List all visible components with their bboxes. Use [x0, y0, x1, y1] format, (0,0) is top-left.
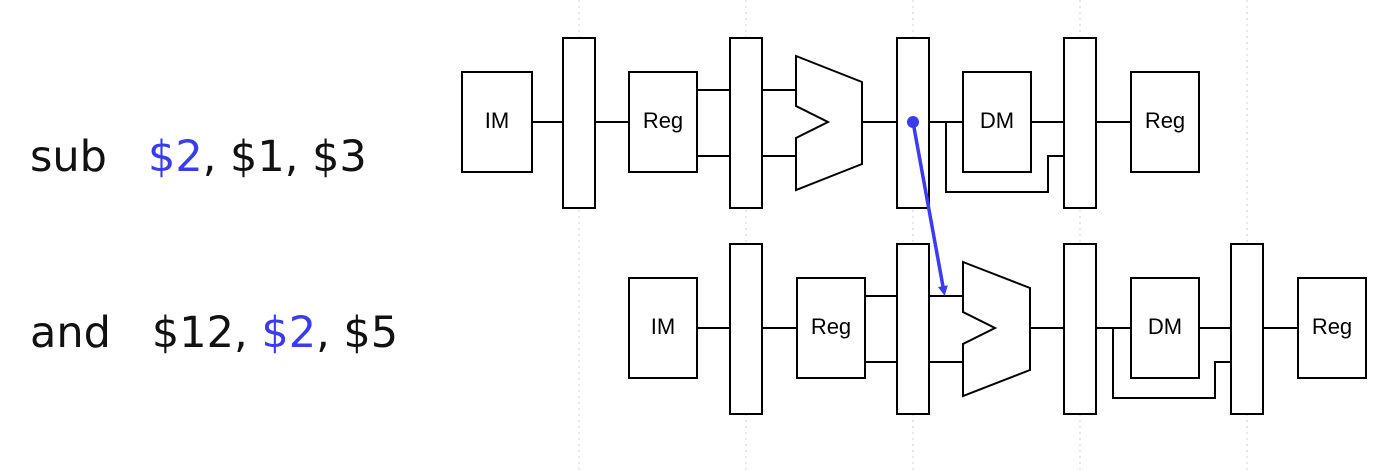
register-file-box [628, 71, 698, 173]
im-label: IM [485, 108, 509, 133]
pipeline-row-sub: IM Reg DM [461, 37, 1200, 209]
writeback-register-box [1130, 71, 1200, 173]
dest-register-highlight: $2 [147, 132, 203, 182]
instruction-memory-box [628, 277, 698, 379]
wire-bypass [945, 122, 1064, 193]
dm-label: DM [1148, 314, 1182, 339]
pipeline-row-and: IM Reg DM [628, 243, 1367, 415]
instruction-sub: sub $2, $1, $3 [30, 136, 367, 179]
pipeline-register-id-ex [896, 243, 930, 415]
operands-sub: , $1, $3 [202, 132, 367, 182]
reg-wb-label: Reg [1312, 314, 1352, 339]
dm-label: DM [980, 108, 1014, 133]
alu-shape [962, 260, 1031, 398]
wire-bypass [1112, 328, 1231, 399]
register-file-box [796, 277, 866, 379]
instruction-and: and $12, $2, $5 [30, 312, 398, 355]
data-memory-box [1130, 277, 1200, 379]
pipeline-register-if-id [562, 37, 596, 209]
forwarding-source-dot [907, 116, 919, 128]
pipeline-register-ex-mem [1063, 243, 1097, 415]
operand-dest-and: $12, [151, 308, 262, 358]
forwarding-line [911, 121, 948, 296]
data-memory-box [962, 71, 1032, 173]
reg-wb-label: Reg [1145, 108, 1185, 133]
writeback-register-box [1297, 277, 1367, 379]
pipeline-register-mem-wb [1230, 243, 1264, 415]
source-register-highlight: $2 [261, 308, 317, 358]
opcode-and: and [30, 308, 111, 358]
instruction-memory-box [461, 71, 533, 173]
pipeline-register-mem-wb [1063, 37, 1097, 209]
pipeline-register-if-id [729, 243, 763, 415]
pipeline-register-id-ex [729, 37, 763, 209]
opcode-sub: sub [30, 132, 107, 182]
reg-label: Reg [811, 314, 851, 339]
forwarding-arrow [907, 116, 948, 296]
reg-label: Reg [643, 108, 683, 133]
operands-and: , $5 [316, 308, 399, 358]
im-label: IM [651, 314, 675, 339]
alu-shape [795, 54, 863, 192]
